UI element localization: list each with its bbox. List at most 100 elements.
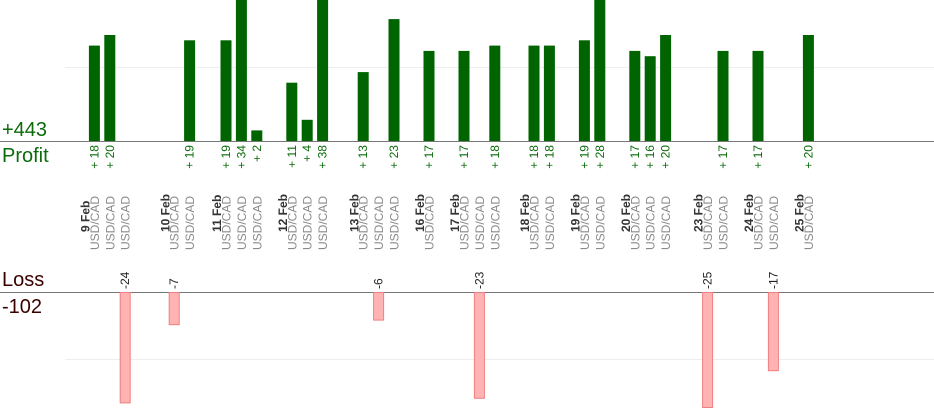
pair-label: USD/CAD (701, 196, 715, 250)
profit-label: Profit (2, 145, 49, 167)
loss-total: -102 (2, 296, 43, 318)
profit-value-label: + 18 (527, 145, 541, 169)
date-label: 10 Feb (158, 194, 172, 232)
profit-bar (220, 40, 232, 141)
pair-label: USD/CAD (528, 196, 542, 250)
pair-label: USD/CAD (388, 196, 402, 250)
pair-label: USD/CAD (285, 196, 299, 250)
loss-bar (168, 292, 180, 326)
profit-value-label: + 17 (751, 145, 765, 169)
pair-label: USD/CAD (644, 196, 658, 250)
profit-value-label: + 11 (285, 145, 299, 168)
profit-value-label: + 19 (183, 145, 197, 169)
pair-label: USD/CAD (543, 196, 557, 250)
profit-value-label: + 17 (716, 145, 730, 169)
profit-value-label: + 18 (542, 145, 556, 169)
pair-label: USD/CAD (593, 196, 607, 250)
profit-bar (489, 45, 501, 141)
profit-value-label: + 20 (659, 145, 673, 169)
profit-bar (629, 50, 641, 141)
pair-label: USD/CAD (168, 196, 182, 250)
date-label: 18 Feb (518, 194, 532, 232)
profit-value-label: + 20 (801, 145, 815, 169)
profit-value-label: + 4 (300, 145, 314, 162)
date-label: 9 Feb (79, 201, 93, 232)
profit-value-label: + 34 (234, 145, 248, 169)
loss-bar (702, 292, 714, 408)
date-label: 12 Feb (276, 194, 290, 232)
profit-bar (357, 72, 369, 141)
pair-label: USD/CAD (659, 196, 673, 250)
loss-bar (473, 292, 485, 399)
pair-label: USD/CAD (488, 196, 502, 250)
loss-value-label: -24 (118, 271, 132, 289)
pair-label: USD/CAD (372, 196, 386, 250)
pair-label: USD/CAD (767, 196, 781, 250)
profit-bar (752, 50, 764, 141)
loss-value-label: -17 (766, 271, 780, 289)
pair-label: USD/CAD (119, 196, 133, 250)
profit-bar (802, 35, 814, 141)
profit-bar (578, 40, 590, 141)
loss-value-label: -25 (701, 271, 715, 289)
profit-value-label: + 19 (219, 145, 233, 169)
profit-value-label: + 17 (457, 145, 471, 169)
date-label: 13 Feb (347, 194, 361, 232)
loss-value-label: -7 (167, 278, 181, 289)
loss-bar (373, 292, 385, 321)
date-label: 17 Feb (448, 194, 462, 232)
pair-label: USD/CAD (301, 196, 315, 250)
pair-label: USD/CAD (103, 196, 117, 250)
pair-label: USD/CAD (183, 196, 197, 250)
profit-value-label: + 17 (628, 145, 642, 169)
date-label: 19 Feb (569, 194, 583, 232)
date-label: 24 Feb (742, 194, 756, 232)
profit-bar (235, 0, 247, 141)
profit-bar (543, 45, 555, 141)
date-label: 25 Feb (793, 194, 807, 232)
profit-value-label: + 28 (593, 145, 607, 169)
profit-value-label: + 18 (488, 145, 502, 169)
loss-label: Loss (2, 269, 45, 291)
profit-value-label: + 23 (387, 145, 401, 169)
profit-bar (717, 50, 729, 141)
pair-label: USD/CAD (88, 196, 102, 250)
loss-bar (767, 292, 779, 372)
pair-label: USD/CAD (316, 196, 330, 250)
profit-value-label: + 2 (250, 145, 264, 162)
profit-bar (458, 50, 470, 141)
pair-label: USD/CAD (250, 196, 264, 250)
profit-bar (660, 35, 672, 141)
profit-value-label: + 20 (103, 145, 117, 169)
profit-bar (528, 45, 540, 141)
loss-value-label: -23 (472, 271, 486, 289)
pair-label: USD/CAD (357, 196, 371, 250)
pair-label: USD/CAD (423, 196, 437, 250)
pair-label: USD/CAD (717, 196, 731, 250)
profit-value-label: + 17 (422, 145, 436, 169)
date-label: 11 Feb (210, 195, 224, 232)
pair-label: USD/CAD (628, 196, 642, 250)
profit-value-label: + 13 (356, 145, 370, 169)
profit-bar (184, 40, 196, 141)
pair-label: USD/CAD (578, 196, 592, 250)
profit-value-label: + 19 (577, 145, 591, 169)
pair-label: USD/CAD (220, 196, 234, 250)
date-label: 16 Feb (413, 194, 427, 232)
loss-value-label: -6 (372, 278, 386, 289)
profit-value-label: + 16 (643, 145, 657, 169)
profit-bar (594, 0, 606, 141)
profit-value-label: + 38 (316, 145, 330, 169)
pair-label: USD/CAD (458, 196, 472, 250)
profit-bar (388, 19, 400, 142)
profit-bar (104, 35, 116, 141)
profit-bar (88, 45, 100, 141)
loss-bar (119, 292, 131, 404)
profit-bar (423, 50, 435, 141)
profit-bar (286, 82, 298, 141)
date-label: 20 Feb (619, 194, 633, 232)
pair-label: USD/CAD (473, 196, 487, 250)
profit-bar (644, 56, 656, 142)
trade-bars (88, 0, 814, 408)
